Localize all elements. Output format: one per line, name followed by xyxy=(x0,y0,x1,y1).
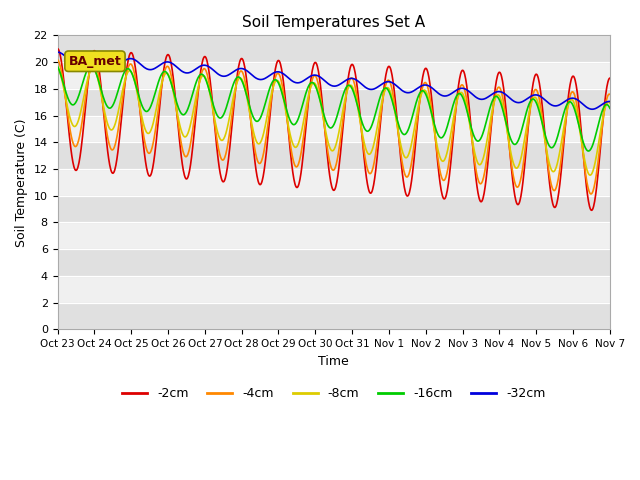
Bar xyxy=(58,196,610,222)
Legend: -2cm, -4cm, -8cm, -16cm, -32cm: -2cm, -4cm, -8cm, -16cm, -32cm xyxy=(117,383,550,406)
Text: BA_met: BA_met xyxy=(68,55,122,68)
Bar xyxy=(58,89,610,116)
Bar xyxy=(58,249,610,276)
Bar xyxy=(58,302,610,329)
Title: Soil Temperatures Set A: Soil Temperatures Set A xyxy=(242,15,426,30)
Bar xyxy=(58,142,610,169)
Y-axis label: Soil Temperature (C): Soil Temperature (C) xyxy=(15,118,28,247)
Bar xyxy=(58,36,610,62)
X-axis label: Time: Time xyxy=(318,355,349,368)
